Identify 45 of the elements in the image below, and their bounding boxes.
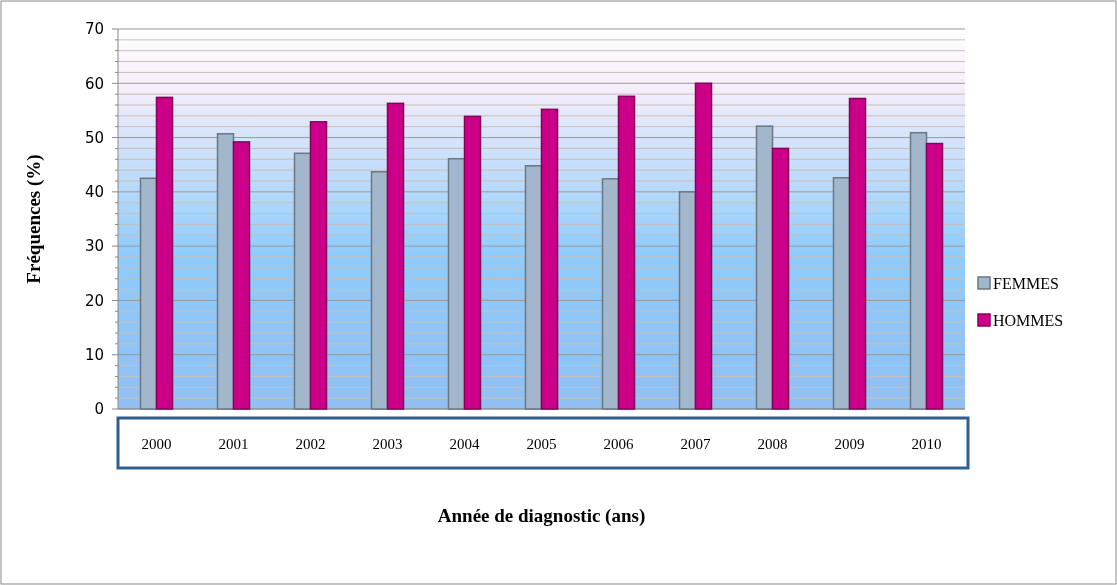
x-tick-label: 2001 <box>218 436 249 453</box>
bar <box>694 82 713 410</box>
y-tick-label: 50 <box>84 128 104 147</box>
bar <box>771 147 790 410</box>
legend-label: FEMMES <box>993 274 1059 292</box>
y-tick-label: 10 <box>84 345 104 364</box>
bar <box>447 157 466 410</box>
bar <box>386 102 405 410</box>
bar <box>755 125 774 410</box>
bar <box>925 142 944 410</box>
y-tick-label: 60 <box>84 74 104 93</box>
bar <box>139 177 158 410</box>
bar <box>155 96 174 410</box>
x-tick-label: 2000 <box>141 436 172 453</box>
bar <box>678 191 697 410</box>
bar <box>370 171 389 410</box>
x-tick-label: 2002 <box>295 436 326 453</box>
bar <box>601 178 620 410</box>
y-tick-label: 0 <box>94 400 104 419</box>
bar <box>909 131 928 410</box>
bar <box>540 108 559 410</box>
x-tick-label: 2005 <box>526 436 557 453</box>
bar <box>463 115 482 410</box>
x-tick-label: 2006 <box>603 436 634 453</box>
legend-label: HOMMES <box>993 311 1064 329</box>
bar <box>524 165 543 410</box>
x-tick-label: 2010 <box>911 436 942 453</box>
x-tick-label: 2009 <box>834 436 865 453</box>
bar <box>293 152 312 410</box>
y-tick-label: 30 <box>84 237 104 256</box>
y-tick-label: 70 <box>84 20 104 39</box>
bar <box>216 133 235 410</box>
bar <box>848 97 867 410</box>
x-tick-label: 2007 <box>680 436 711 453</box>
bar <box>617 95 636 410</box>
bar <box>832 176 851 410</box>
bar <box>232 141 251 410</box>
x-tick-label: 2003 <box>372 436 403 453</box>
bar <box>309 121 328 410</box>
x-tick-label: 2008 <box>757 436 788 453</box>
x-axis-title: Année de diagnostic (ans) <box>437 505 646 527</box>
y-tick-label: 40 <box>84 183 104 202</box>
y-axis-title: Fréquences (%) <box>23 154 45 284</box>
x-tick-label: 2004 <box>449 436 480 453</box>
y-tick-label: 20 <box>84 291 104 310</box>
